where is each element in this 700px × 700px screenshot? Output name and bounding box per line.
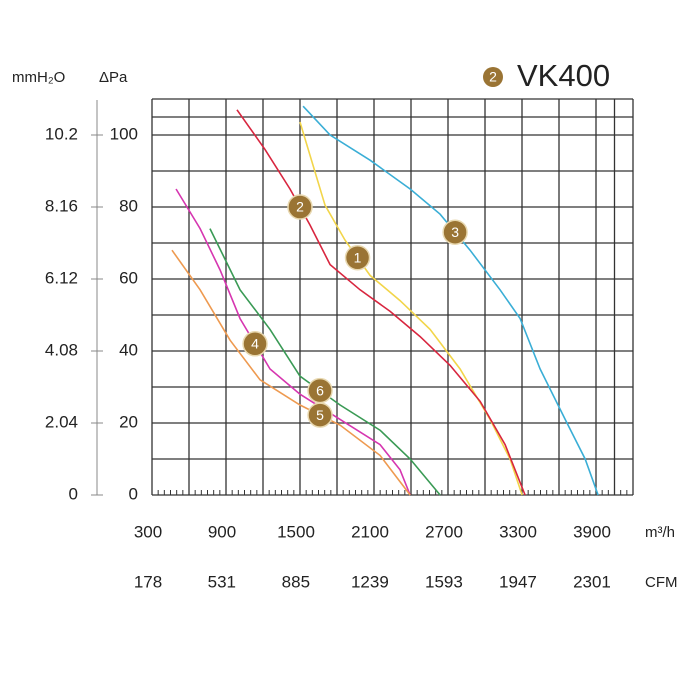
curve-label: 5	[316, 407, 324, 423]
x-tick-label: 3300	[499, 522, 537, 541]
x2-tick-label: 1593	[425, 572, 463, 591]
curve-label: 4	[251, 336, 259, 352]
y2-tick-label: 4.08	[45, 340, 78, 359]
curve	[302, 105, 599, 496]
y-tick-label: 80	[119, 196, 138, 215]
curve-label: 1	[354, 249, 362, 265]
x-tick-label: 900	[208, 522, 236, 541]
y2-tick-label: 0	[69, 484, 78, 503]
x-tick-label: 2700	[425, 522, 463, 541]
curve-badge	[242, 331, 268, 357]
curve	[209, 228, 441, 496]
x2-tick-label: 885	[282, 572, 310, 591]
y-tick-label: 40	[119, 340, 138, 359]
x-tick-label: 3900	[573, 522, 611, 541]
curve	[236, 109, 526, 496]
y-tick-label: 100	[110, 124, 138, 143]
x2-tick-label: 178	[134, 572, 162, 591]
y2-tick-label: 6.12	[45, 268, 78, 287]
title-badge: 2	[489, 69, 497, 85]
curve	[171, 249, 411, 496]
curve-label: 2	[296, 199, 304, 215]
x2-axis-label: CFM	[645, 574, 678, 591]
x-axis-label: m³/h	[645, 524, 675, 541]
y2-tick-label: 8.16	[45, 196, 78, 215]
y-tick-label: 60	[119, 268, 138, 287]
x-tick-label: 2100	[351, 522, 389, 541]
x2-tick-label: 531	[208, 572, 236, 591]
title-badge-circle	[483, 67, 503, 87]
x-tick-label: 300	[134, 522, 162, 541]
y-tick-label: 20	[119, 412, 138, 431]
curve-badge	[442, 219, 468, 245]
curve	[175, 188, 411, 496]
curve-label: 6	[316, 382, 324, 398]
x-tick-label: 1500	[277, 522, 315, 541]
curve	[299, 121, 523, 496]
y-tick-label: 0	[129, 484, 138, 503]
curve-badge	[307, 377, 333, 404]
x2-tick-label: 2301	[573, 572, 611, 591]
chart-title: VK400	[517, 58, 610, 93]
curve-badge	[287, 194, 313, 220]
y2-tick-label: 2.04	[45, 412, 78, 431]
y2-tick-label: 10.2	[45, 124, 78, 143]
curve-label: 3	[451, 224, 459, 240]
curve-badge	[344, 245, 371, 271]
x2-tick-label: 1239	[351, 572, 389, 591]
x2-tick-label: 1947	[499, 572, 537, 591]
y2-axis-label: mmH₂O	[12, 69, 65, 86]
y-axis-label: ΔPa	[99, 69, 128, 86]
